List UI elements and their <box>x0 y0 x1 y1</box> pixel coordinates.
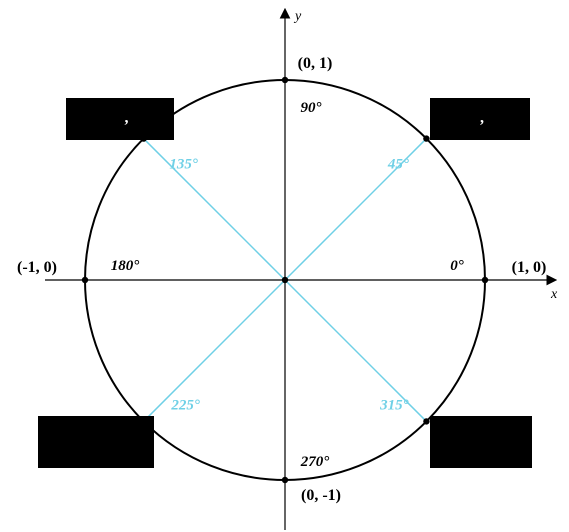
angle-label-45: 45° <box>387 157 409 173</box>
angle-label-135: 135° <box>169 157 198 173</box>
y-axis-label: y <box>293 9 302 24</box>
coord-label-135: , <box>124 109 128 126</box>
redaction-box-br <box>430 416 532 468</box>
center-dot <box>282 277 288 283</box>
coord-label-90: (0, 1) <box>298 55 333 72</box>
coord-label-0: (1, 0) <box>512 259 547 276</box>
angle-label-270: 270° <box>300 454 330 470</box>
angle-label-90: 90° <box>301 100 322 116</box>
coord-label-45: , <box>480 109 484 126</box>
point-dot-315 <box>423 418 429 424</box>
point-dot-270 <box>282 477 288 483</box>
coord-label-270: (0, -1) <box>301 487 341 504</box>
point-dot-180 <box>82 277 88 283</box>
angle-label-315: 315° <box>379 397 409 413</box>
point-dot-0 <box>482 277 488 283</box>
angle-label-0: 0° <box>450 258 464 274</box>
redaction-box-tl <box>66 98 174 140</box>
point-dot-90 <box>282 77 288 83</box>
redaction-box-bl <box>38 416 154 468</box>
point-dot-45 <box>423 135 429 141</box>
x-axis-label: x <box>550 287 558 302</box>
unit-circle-svg: x y 0° (1, 0) 45° 90° (0, 1) 135° 180° (-1, 0) 225… <box>0 0 569 532</box>
coord-label-180: (-1, 0) <box>17 259 57 276</box>
angle-label-180: 180° <box>111 258 140 274</box>
angle-label-225: 225° <box>170 397 200 413</box>
